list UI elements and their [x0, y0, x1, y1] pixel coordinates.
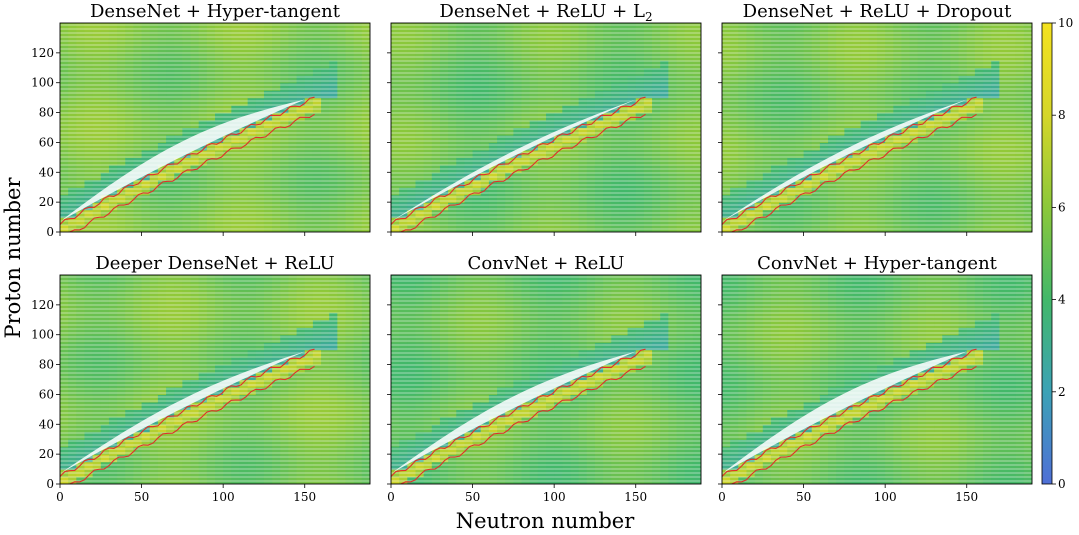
scanline-overlay [722, 23, 1032, 232]
y-tick-label: 80 [39, 358, 54, 372]
x-tick-label: 100 [212, 490, 235, 504]
panel-1-heatmap [60, 23, 370, 232]
y-tick-label: 20 [39, 195, 54, 209]
proton-dripline [391, 96, 646, 225]
y-tick-label: 0 [46, 477, 54, 491]
y-tick-label: 60 [39, 135, 54, 149]
panel-frame [721, 22, 1033, 233]
neutron-dripline [399, 113, 646, 232]
panel-4: 0 50 100 150 0 20 40 60 80 100 120 Deeper DenseNet … [31, 253, 371, 504]
panel-2-heatmap [391, 23, 701, 232]
proton-dripline [60, 348, 315, 477]
panel-frame [59, 22, 371, 233]
y-tick-label: 100 [31, 328, 54, 342]
panel-title: DenseNet + ReLU + L2 [439, 1, 652, 24]
panel-frame [59, 274, 371, 485]
proton-dripline [60, 96, 315, 225]
y-tick-label: 80 [39, 106, 54, 120]
neutron-dripline [730, 113, 977, 232]
panel-title: DenseNet + Hyper-tangent [90, 1, 341, 22]
panel-3-heatmap [722, 23, 1032, 232]
y-tick-label: 120 [31, 46, 54, 60]
panel-2: DenseNet + ReLU + L2 [387, 1, 702, 236]
x-tick-label: 0 [56, 490, 64, 504]
panel-frame [390, 22, 702, 233]
y-tick-label: 40 [39, 165, 54, 179]
neutron-dripline [68, 365, 315, 484]
proton-dripline [722, 96, 977, 225]
panels: 0 20 40 60 80 100 120 DenseNet + Hyper-tangent D… [31, 1, 1033, 504]
panel-title: Deeper DenseNet + ReLU [95, 253, 334, 274]
y-tick-label: 100 [31, 76, 54, 90]
neutron-dripline [68, 113, 315, 232]
x-tick-label: 50 [134, 490, 149, 504]
y-tick-label: 120 [31, 298, 54, 312]
x-tick-label: 150 [293, 490, 316, 504]
panel-4-heatmap [60, 275, 370, 484]
panel-1: 0 20 40 60 80 100 120 DenseNet + Hyper-tangent [31, 1, 371, 239]
y-tick-label: 40 [39, 417, 54, 431]
panel-5-heatmap [391, 275, 701, 484]
panel-title: DenseNet + ReLU + Dropout [743, 1, 1012, 22]
scanline-overlay [60, 275, 370, 484]
scanline-overlay [60, 23, 370, 232]
y-tick-label: 0 [46, 225, 54, 239]
panel-3: DenseNet + ReLU + Dropout [718, 1, 1033, 236]
scanline-overlay [391, 23, 701, 232]
y-tick-label: 60 [39, 387, 54, 401]
y-tick-label: 20 [39, 447, 54, 461]
